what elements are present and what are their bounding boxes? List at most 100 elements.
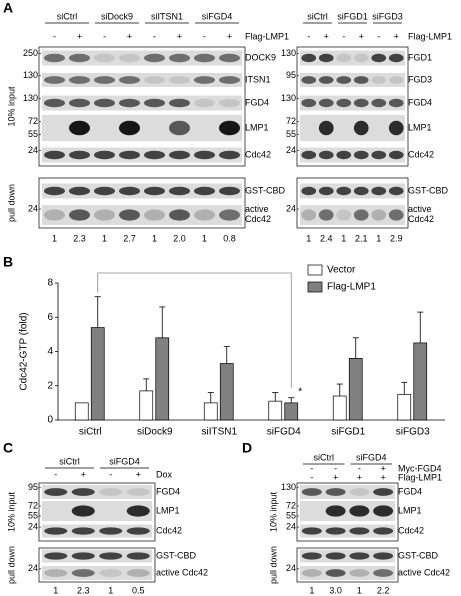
band bbox=[44, 186, 65, 196]
group-label: siITSN1 bbox=[151, 11, 183, 21]
quantification: 2.3 bbox=[73, 233, 86, 243]
blot-strip bbox=[300, 549, 395, 563]
row-label: FGD3 bbox=[408, 74, 432, 84]
band bbox=[119, 98, 140, 108]
error-bar bbox=[143, 378, 150, 391]
treatment-label: Flag-LMP1 bbox=[408, 31, 452, 41]
band bbox=[301, 98, 317, 108]
band bbox=[371, 76, 387, 84]
treatment-sign: - bbox=[342, 31, 345, 41]
error-bar bbox=[272, 392, 279, 402]
blot-frame bbox=[296, 177, 409, 229]
band bbox=[349, 527, 370, 535]
band bbox=[126, 488, 150, 496]
blot-strip bbox=[42, 549, 152, 563]
group-label: siDock9 bbox=[101, 11, 133, 21]
blot-strip bbox=[42, 205, 242, 225]
error-bar bbox=[336, 383, 343, 397]
group-label: siCtrl bbox=[57, 11, 78, 21]
band bbox=[94, 98, 115, 108]
group-label: siFGD4 bbox=[109, 456, 140, 466]
blot-strip bbox=[42, 524, 152, 538]
band bbox=[94, 150, 115, 160]
treatment-sign: + bbox=[359, 31, 364, 41]
error-bar bbox=[94, 296, 101, 328]
band bbox=[336, 186, 352, 196]
significance-bracket bbox=[97, 272, 292, 388]
band bbox=[144, 98, 165, 108]
mw-marker: 24 bbox=[28, 145, 38, 155]
error-bar bbox=[352, 337, 359, 359]
band bbox=[219, 209, 240, 221]
band bbox=[301, 150, 317, 160]
panel-label: B bbox=[3, 254, 13, 270]
group-label: siCtrl bbox=[314, 452, 335, 462]
band bbox=[388, 53, 404, 63]
panel-label: C bbox=[3, 440, 13, 456]
side-label: pull down bbox=[6, 184, 16, 222]
mw-marker: 130 bbox=[23, 93, 38, 103]
mw-marker: 24 bbox=[28, 563, 38, 573]
bar bbox=[413, 342, 428, 421]
treatment-sign: + bbox=[324, 31, 329, 41]
legend-swatch bbox=[307, 281, 323, 293]
band bbox=[336, 209, 352, 221]
band bbox=[69, 209, 90, 221]
band bbox=[301, 209, 317, 221]
band bbox=[99, 488, 123, 496]
treatment-sign: + bbox=[127, 31, 132, 41]
treatment-sign: - bbox=[54, 469, 57, 479]
quantification: 2.7 bbox=[123, 233, 136, 243]
quantification: 1 bbox=[341, 233, 346, 243]
mw-marker: 130 bbox=[23, 70, 38, 80]
band bbox=[336, 53, 352, 63]
band bbox=[353, 209, 369, 221]
quantification: 1 bbox=[306, 233, 311, 243]
mw-marker: 72 bbox=[286, 116, 296, 126]
mw-marker: 130 bbox=[281, 93, 296, 103]
blot-strip bbox=[42, 183, 242, 199]
y-tick-label: 8 bbox=[47, 278, 53, 289]
quantification: 1 bbox=[309, 585, 314, 595]
band bbox=[44, 98, 65, 108]
blot-strip bbox=[300, 501, 395, 521]
band bbox=[349, 488, 370, 496]
band bbox=[371, 98, 387, 108]
band bbox=[69, 98, 90, 108]
legend-swatch bbox=[307, 264, 323, 276]
legend-label: Vector bbox=[327, 265, 356, 276]
treatment-sign: - bbox=[334, 463, 337, 473]
bar bbox=[90, 327, 105, 421]
bar bbox=[348, 358, 363, 421]
band bbox=[325, 552, 346, 560]
band bbox=[44, 527, 68, 535]
treatment-sign: - bbox=[109, 469, 112, 479]
band bbox=[169, 120, 190, 136]
row-label: GST-CBD bbox=[245, 185, 286, 195]
treatment-sign: - bbox=[307, 31, 310, 41]
quantification: 2.0 bbox=[173, 233, 186, 243]
band bbox=[219, 120, 240, 136]
row-label: Cdc42 bbox=[408, 149, 434, 159]
band bbox=[371, 209, 387, 221]
band bbox=[69, 76, 90, 84]
treatment-sign: + bbox=[136, 469, 141, 479]
band bbox=[169, 209, 190, 221]
row-label: DOCK9 bbox=[245, 52, 276, 62]
blot-strip bbox=[42, 50, 242, 66]
band bbox=[119, 186, 140, 196]
band bbox=[388, 186, 404, 196]
mw-marker: 95 bbox=[28, 482, 38, 492]
band bbox=[325, 505, 346, 517]
quantification: 1 bbox=[108, 585, 113, 595]
mw-marker: 95 bbox=[286, 70, 296, 80]
band bbox=[318, 150, 334, 160]
group-label: siFGD4 bbox=[202, 11, 233, 21]
group-label: siFGD3 bbox=[372, 11, 403, 21]
band bbox=[353, 186, 369, 196]
band bbox=[71, 552, 95, 560]
band bbox=[44, 569, 68, 577]
blot-strip bbox=[42, 95, 242, 111]
band bbox=[126, 527, 150, 535]
band bbox=[349, 569, 370, 577]
